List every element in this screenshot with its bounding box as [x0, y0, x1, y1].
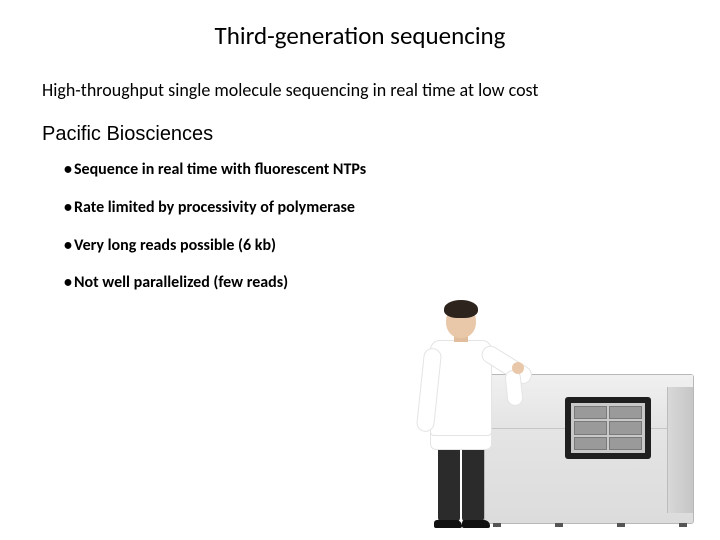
machine-legs — [493, 523, 687, 527]
person-operator — [410, 298, 510, 528]
machine-leg — [555, 523, 563, 527]
slide-title: Third-generation sequencing — [0, 0, 720, 79]
list-item: Sequence in real time with fluorescent N… — [64, 160, 720, 198]
screen-cell — [574, 437, 607, 450]
list-item: Rate limited by processivity of polymera… — [64, 198, 720, 236]
person-hair — [444, 300, 478, 318]
screen-cell — [609, 421, 642, 434]
machine-leg — [679, 523, 687, 527]
slide-subtitle: High-throughput single molecule sequenci… — [0, 79, 720, 123]
screen-grid — [571, 403, 645, 453]
person-shoe — [434, 520, 462, 528]
machine-touchscreen — [565, 397, 651, 459]
machine-leg — [617, 523, 625, 527]
screen-cell — [574, 421, 607, 434]
screen-cell — [609, 437, 642, 450]
machine-side-panel — [667, 387, 693, 513]
screen-cell — [609, 406, 642, 419]
screen-cell — [574, 406, 607, 419]
section-header: Pacific Biosciences — [0, 123, 720, 160]
person-shoe — [462, 520, 490, 528]
person-hand — [512, 362, 524, 374]
list-item: Very long reads possible (6 kb) — [64, 236, 720, 274]
figure-person-machine — [364, 288, 694, 528]
